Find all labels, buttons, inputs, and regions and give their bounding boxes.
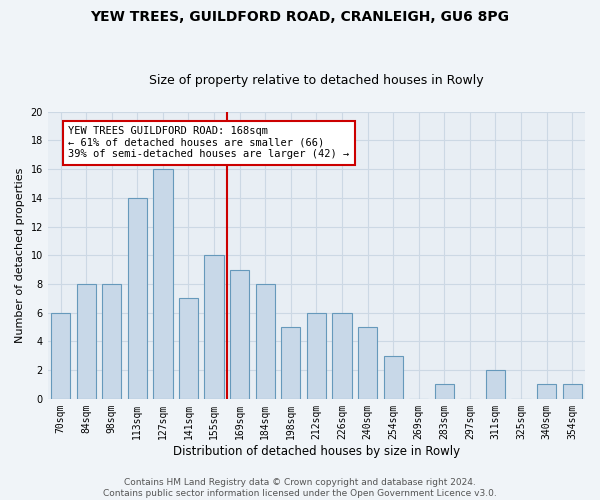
Bar bbox=[281, 327, 301, 399]
Bar bbox=[307, 312, 326, 399]
Bar bbox=[358, 327, 377, 399]
Text: YEW TREES GUILDFORD ROAD: 168sqm
← 61% of detached houses are smaller (66)
39% o: YEW TREES GUILDFORD ROAD: 168sqm ← 61% o… bbox=[68, 126, 350, 160]
Bar bbox=[51, 312, 70, 399]
Text: Contains HM Land Registry data © Crown copyright and database right 2024.
Contai: Contains HM Land Registry data © Crown c… bbox=[103, 478, 497, 498]
Bar bbox=[205, 256, 224, 399]
Text: YEW TREES, GUILDFORD ROAD, CRANLEIGH, GU6 8PG: YEW TREES, GUILDFORD ROAD, CRANLEIGH, GU… bbox=[91, 10, 509, 24]
Bar bbox=[128, 198, 147, 399]
Bar bbox=[230, 270, 249, 399]
Bar bbox=[256, 284, 275, 399]
X-axis label: Distribution of detached houses by size in Rowly: Distribution of detached houses by size … bbox=[173, 444, 460, 458]
Bar bbox=[383, 356, 403, 399]
Bar bbox=[435, 384, 454, 399]
Bar bbox=[563, 384, 582, 399]
Bar bbox=[179, 298, 198, 399]
Bar bbox=[537, 384, 556, 399]
Bar bbox=[332, 312, 352, 399]
Bar bbox=[77, 284, 96, 399]
Bar bbox=[486, 370, 505, 399]
Bar bbox=[154, 169, 173, 399]
Y-axis label: Number of detached properties: Number of detached properties bbox=[15, 168, 25, 343]
Bar bbox=[102, 284, 121, 399]
Title: Size of property relative to detached houses in Rowly: Size of property relative to detached ho… bbox=[149, 74, 484, 87]
